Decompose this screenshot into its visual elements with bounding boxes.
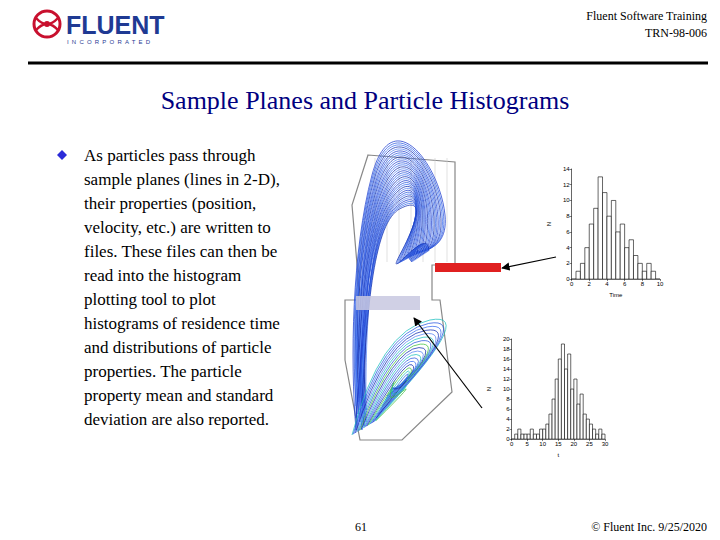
svg-text:sample planes (lines in 2-D),: sample planes (lines in 2-D), (84, 170, 280, 189)
svg-text:Fluent Software Training: Fluent Software Training (586, 9, 707, 23)
svg-text:TRN-98-006: TRN-98-006 (645, 26, 707, 40)
svg-text:0: 0 (570, 281, 574, 287)
svg-text:N: N (546, 222, 552, 226)
svg-text:16: 16 (503, 356, 510, 362)
svg-text:14: 14 (563, 166, 570, 172)
svg-text:INCORPORATED: INCORPORATED (67, 39, 153, 45)
svg-text:plotting tool to plot: plotting tool to plot (84, 290, 216, 309)
svg-text:10: 10 (539, 441, 546, 447)
svg-text:2: 2 (588, 281, 592, 287)
svg-text:0: 0 (566, 276, 570, 283)
svg-text:properties. The particle: properties. The particle (84, 362, 242, 381)
svg-text:2: 2 (566, 260, 570, 266)
svg-text:25: 25 (586, 441, 593, 447)
svg-text:6: 6 (623, 281, 627, 287)
svg-text:Time: Time (609, 292, 623, 298)
svg-text:8: 8 (641, 281, 645, 287)
svg-text:14: 14 (503, 366, 510, 372)
svg-text:4: 4 (566, 245, 570, 251)
svg-text:20: 20 (571, 441, 578, 447)
svg-text:20: 20 (503, 336, 510, 342)
svg-text:Sample Planes and Particle His: Sample Planes and Particle Histograms (161, 86, 570, 115)
svg-text:61: 61 (355, 520, 367, 534)
svg-text:15: 15 (555, 441, 562, 447)
svg-text:8: 8 (566, 213, 570, 219)
svg-text:FLUENT: FLUENT (66, 11, 165, 39)
svg-text:5: 5 (525, 441, 529, 447)
svg-text:and distributions of particle: and distributions of particle (84, 338, 271, 357)
svg-text:10: 10 (503, 386, 510, 392)
svg-text:histograms of residence time: histograms of residence time (84, 314, 280, 333)
svg-text:6: 6 (566, 229, 570, 235)
svg-text:0: 0 (506, 436, 510, 443)
svg-text:t: t (557, 452, 559, 458)
svg-text:12: 12 (503, 376, 510, 382)
svg-text:10: 10 (563, 197, 570, 203)
svg-text:As particles pass through: As particles pass through (84, 146, 256, 165)
svg-text:their properties (position,: their properties (position, (84, 194, 256, 213)
svg-text:30: 30 (602, 441, 609, 447)
svg-text:0: 0 (510, 441, 514, 447)
svg-text:files. These files can then b: files. These files can then be (84, 242, 277, 261)
svg-text:property mean and standard: property mean and standard (84, 386, 274, 405)
svg-text:© Fluent Inc. 9/25/2020: © Fluent Inc. 9/25/2020 (591, 520, 707, 534)
svg-text:deviation are also reported.: deviation are also reported. (84, 410, 269, 429)
svg-text:18: 18 (503, 346, 510, 352)
svg-text:6: 6 (506, 406, 510, 412)
svg-text:8: 8 (506, 396, 510, 402)
svg-text:velocity, etc.) are written to: velocity, etc.) are written to (84, 218, 271, 237)
svg-text:12: 12 (563, 182, 570, 188)
svg-text:10: 10 (657, 281, 664, 287)
svg-text:4: 4 (506, 416, 510, 422)
svg-text:4: 4 (605, 281, 609, 287)
svg-text:2: 2 (506, 426, 510, 432)
svg-text:read into the histogram: read into the histogram (84, 266, 241, 285)
svg-text:N: N (486, 387, 492, 391)
